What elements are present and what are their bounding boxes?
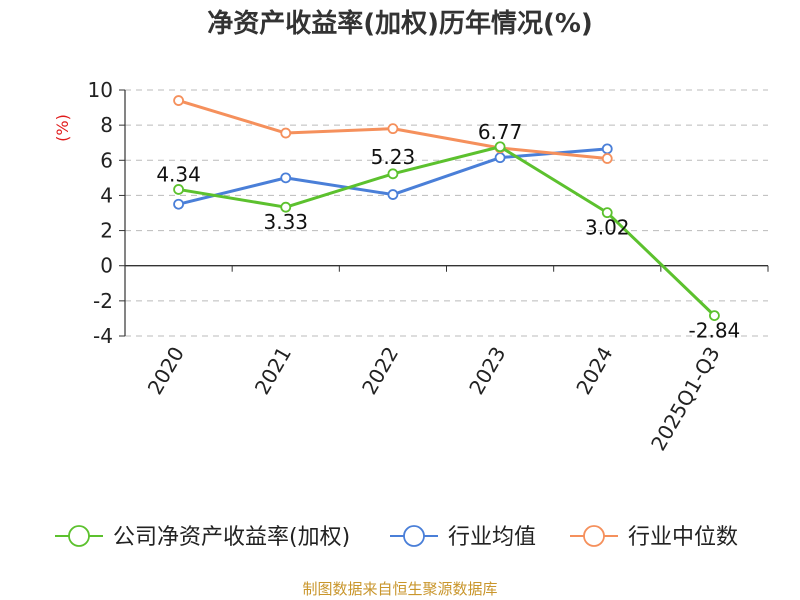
data-point <box>494 152 506 164</box>
legend-item: 行业均值 <box>390 525 536 550</box>
data-labels: 4.34 3.33 5.23 6.77 3.02 -2.84 <box>156 120 740 343</box>
data-point <box>601 143 613 155</box>
series-layer <box>173 95 720 322</box>
data-point <box>280 201 292 213</box>
legend: 公司净资产收益率(加权) 行业均值 行业中位数 <box>55 525 738 550</box>
data-label: 6.77 <box>478 120 523 144</box>
legend-marker <box>68 525 90 547</box>
y-tick-label: 6 <box>100 148 113 172</box>
data-label: 3.02 <box>585 216 630 240</box>
legend-item: 行业中位数 <box>570 525 738 550</box>
x-tick-label: 2022 <box>357 343 403 399</box>
series-1 <box>173 143 613 210</box>
gridlines <box>125 89 768 337</box>
y-tick-label: 10 <box>88 78 113 102</box>
data-label: 4.34 <box>156 162 201 186</box>
legend-marker <box>403 525 425 547</box>
y-tick-label: 8 <box>100 113 113 137</box>
y-axis-label: (%) <box>53 114 72 142</box>
data-point <box>601 153 613 164</box>
x-tick-label: 2021 <box>250 343 296 399</box>
legend-label: 行业中位数 <box>628 525 738 550</box>
source-note: 制图数据来自恒生聚源数据库 <box>302 580 497 598</box>
legend-label: 行业均值 <box>448 525 536 550</box>
legend-label: 公司净资产收益率(加权) <box>113 525 350 550</box>
data-point <box>387 189 399 200</box>
data-point <box>280 172 292 184</box>
series-line <box>178 145 716 317</box>
y-tick-label: 2 <box>100 219 113 243</box>
data-point <box>173 184 184 195</box>
data-point <box>173 95 184 106</box>
x-tick-label: 2020 <box>143 343 189 399</box>
y-tick-label: 4 <box>100 183 113 207</box>
data-point <box>601 207 613 219</box>
x-tick-label: 2025Q1-Q3 <box>646 343 725 455</box>
x-tick-label: 2023 <box>464 343 510 399</box>
x-tick-label: 2024 <box>571 343 617 399</box>
data-point <box>280 127 292 139</box>
data-point <box>387 123 399 135</box>
data-label: 3.33 <box>263 210 308 234</box>
legend-marker <box>583 525 605 547</box>
series-0 <box>173 141 720 322</box>
data-point <box>387 168 399 180</box>
chart-title: 净资产收益率(加权)历年情况(%) <box>207 8 593 39</box>
y-tick-label: 0 <box>100 254 113 278</box>
data-point <box>709 310 720 322</box>
data-label: -2.84 <box>689 319 741 343</box>
legend-item: 公司净资产收益率(加权) <box>55 525 350 550</box>
data-label: 5.23 <box>371 145 416 169</box>
y-tick-label: -2 <box>93 289 113 313</box>
data-point <box>494 141 506 153</box>
y-tick-label: -4 <box>93 324 113 348</box>
data-point <box>173 198 184 210</box>
